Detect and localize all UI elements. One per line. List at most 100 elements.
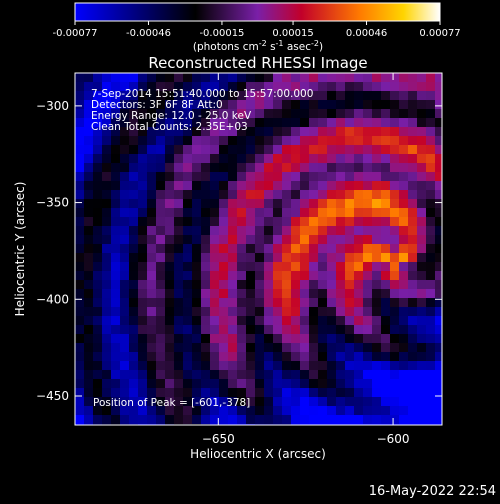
heatmap-cell xyxy=(273,289,282,298)
heatmap-cell xyxy=(93,100,102,109)
heatmap-cell xyxy=(147,271,156,280)
heatmap-cell xyxy=(318,91,327,100)
heatmap-cell xyxy=(156,100,165,109)
heatmap-cell xyxy=(390,82,399,91)
heatmap-cell xyxy=(381,235,390,244)
heatmap-cell xyxy=(300,343,309,352)
heatmap-cell xyxy=(309,352,318,361)
heatmap-cell xyxy=(363,109,372,118)
heatmap-cell xyxy=(381,343,390,352)
heatmap-cell xyxy=(156,307,165,316)
heatmap-cell xyxy=(237,199,246,208)
heatmap-cell xyxy=(174,226,183,235)
heatmap-cell xyxy=(390,262,399,271)
heatmap-cell xyxy=(273,397,282,406)
heatmap-cell xyxy=(282,91,291,100)
heatmap-cell xyxy=(237,136,246,145)
heatmap-cell xyxy=(399,208,408,217)
heatmap-cell xyxy=(426,388,435,397)
heatmap-cell xyxy=(354,235,363,244)
heatmap-cell xyxy=(399,154,408,163)
heatmap-cell xyxy=(147,82,156,91)
heatmap-cell xyxy=(435,370,442,379)
heatmap-cell xyxy=(138,325,147,334)
heatmap-cell xyxy=(138,343,147,352)
heatmap-cell xyxy=(183,253,192,262)
heatmap-cell xyxy=(93,82,102,91)
heatmap-cell xyxy=(102,127,111,136)
heatmap-cell xyxy=(381,325,390,334)
heatmap-cell xyxy=(111,343,120,352)
colorbar-tick-label: 0.00015 xyxy=(272,28,313,39)
heatmap-cell xyxy=(111,127,120,136)
heatmap-cell xyxy=(219,181,228,190)
heatmap-cell xyxy=(381,127,390,136)
heatmap-cell xyxy=(273,73,282,82)
heatmap-cell xyxy=(390,100,399,109)
heatmap-cell xyxy=(129,415,138,424)
heatmap-cell xyxy=(255,181,264,190)
heatmap-cell xyxy=(246,226,255,235)
heatmap-cell xyxy=(291,415,300,424)
heatmap-cell xyxy=(327,379,336,388)
heatmap-cell xyxy=(354,271,363,280)
heatmap-cell xyxy=(354,415,363,424)
heatmap-cell xyxy=(165,370,174,379)
heatmap-cell xyxy=(183,154,192,163)
heatmap-cell xyxy=(174,163,183,172)
heatmap-cell xyxy=(156,325,165,334)
heatmap-cell xyxy=(309,325,318,334)
heatmap-cell xyxy=(417,226,426,235)
heatmap-cell xyxy=(120,199,129,208)
colorbar-tick-label: -0.00046 xyxy=(126,28,171,39)
heatmap-cell xyxy=(246,370,255,379)
heatmap-cell xyxy=(291,172,300,181)
heatmap-cell xyxy=(174,253,183,262)
heatmap-cell xyxy=(426,208,435,217)
heatmap-cell xyxy=(147,190,156,199)
heatmap-cell xyxy=(390,280,399,289)
heatmap-cell xyxy=(435,172,442,181)
heatmap-cell xyxy=(408,298,417,307)
heatmap-cell xyxy=(426,334,435,343)
heatmap-cell xyxy=(354,118,363,127)
heatmap-cell xyxy=(435,91,442,100)
heatmap-cell xyxy=(273,190,282,199)
heatmap-cell xyxy=(174,118,183,127)
heatmap-cell xyxy=(111,208,120,217)
heatmap-cell xyxy=(228,415,237,424)
heatmap-cell xyxy=(129,334,138,343)
heatmap-cell xyxy=(165,379,174,388)
heatmap-cell xyxy=(417,316,426,325)
heatmap-cell xyxy=(102,361,111,370)
heatmap-cell xyxy=(174,208,183,217)
heatmap-cell xyxy=(318,307,327,316)
heatmap-cell xyxy=(156,91,165,100)
heatmap-cell xyxy=(156,271,165,280)
heatmap-cell xyxy=(381,199,390,208)
heatmap-cell xyxy=(264,235,273,244)
heatmap-cell xyxy=(219,370,228,379)
heatmap-cell xyxy=(282,226,291,235)
heatmap-cell xyxy=(426,154,435,163)
footer-date: 16-May-2022 22:54 xyxy=(369,484,496,499)
heatmap-cell xyxy=(327,100,336,109)
heatmap-cell xyxy=(120,397,129,406)
heatmap-cell xyxy=(156,316,165,325)
heatmap-cell xyxy=(201,190,210,199)
heatmap-cell xyxy=(390,118,399,127)
heatmap-cell xyxy=(102,415,111,424)
heatmap-cell xyxy=(147,226,156,235)
heatmap-cell xyxy=(228,406,237,415)
heatmap-cell xyxy=(354,127,363,136)
heatmap-cell xyxy=(84,343,93,352)
heatmap-cell xyxy=(75,334,84,343)
heatmap-cell xyxy=(120,298,129,307)
heatmap-cell xyxy=(264,253,273,262)
heatmap-cell xyxy=(291,253,300,262)
heatmap-cell xyxy=(318,217,327,226)
heatmap-cell xyxy=(237,118,246,127)
heatmap-cell xyxy=(219,334,228,343)
heatmap-cell xyxy=(246,118,255,127)
heatmap-cell xyxy=(156,244,165,253)
